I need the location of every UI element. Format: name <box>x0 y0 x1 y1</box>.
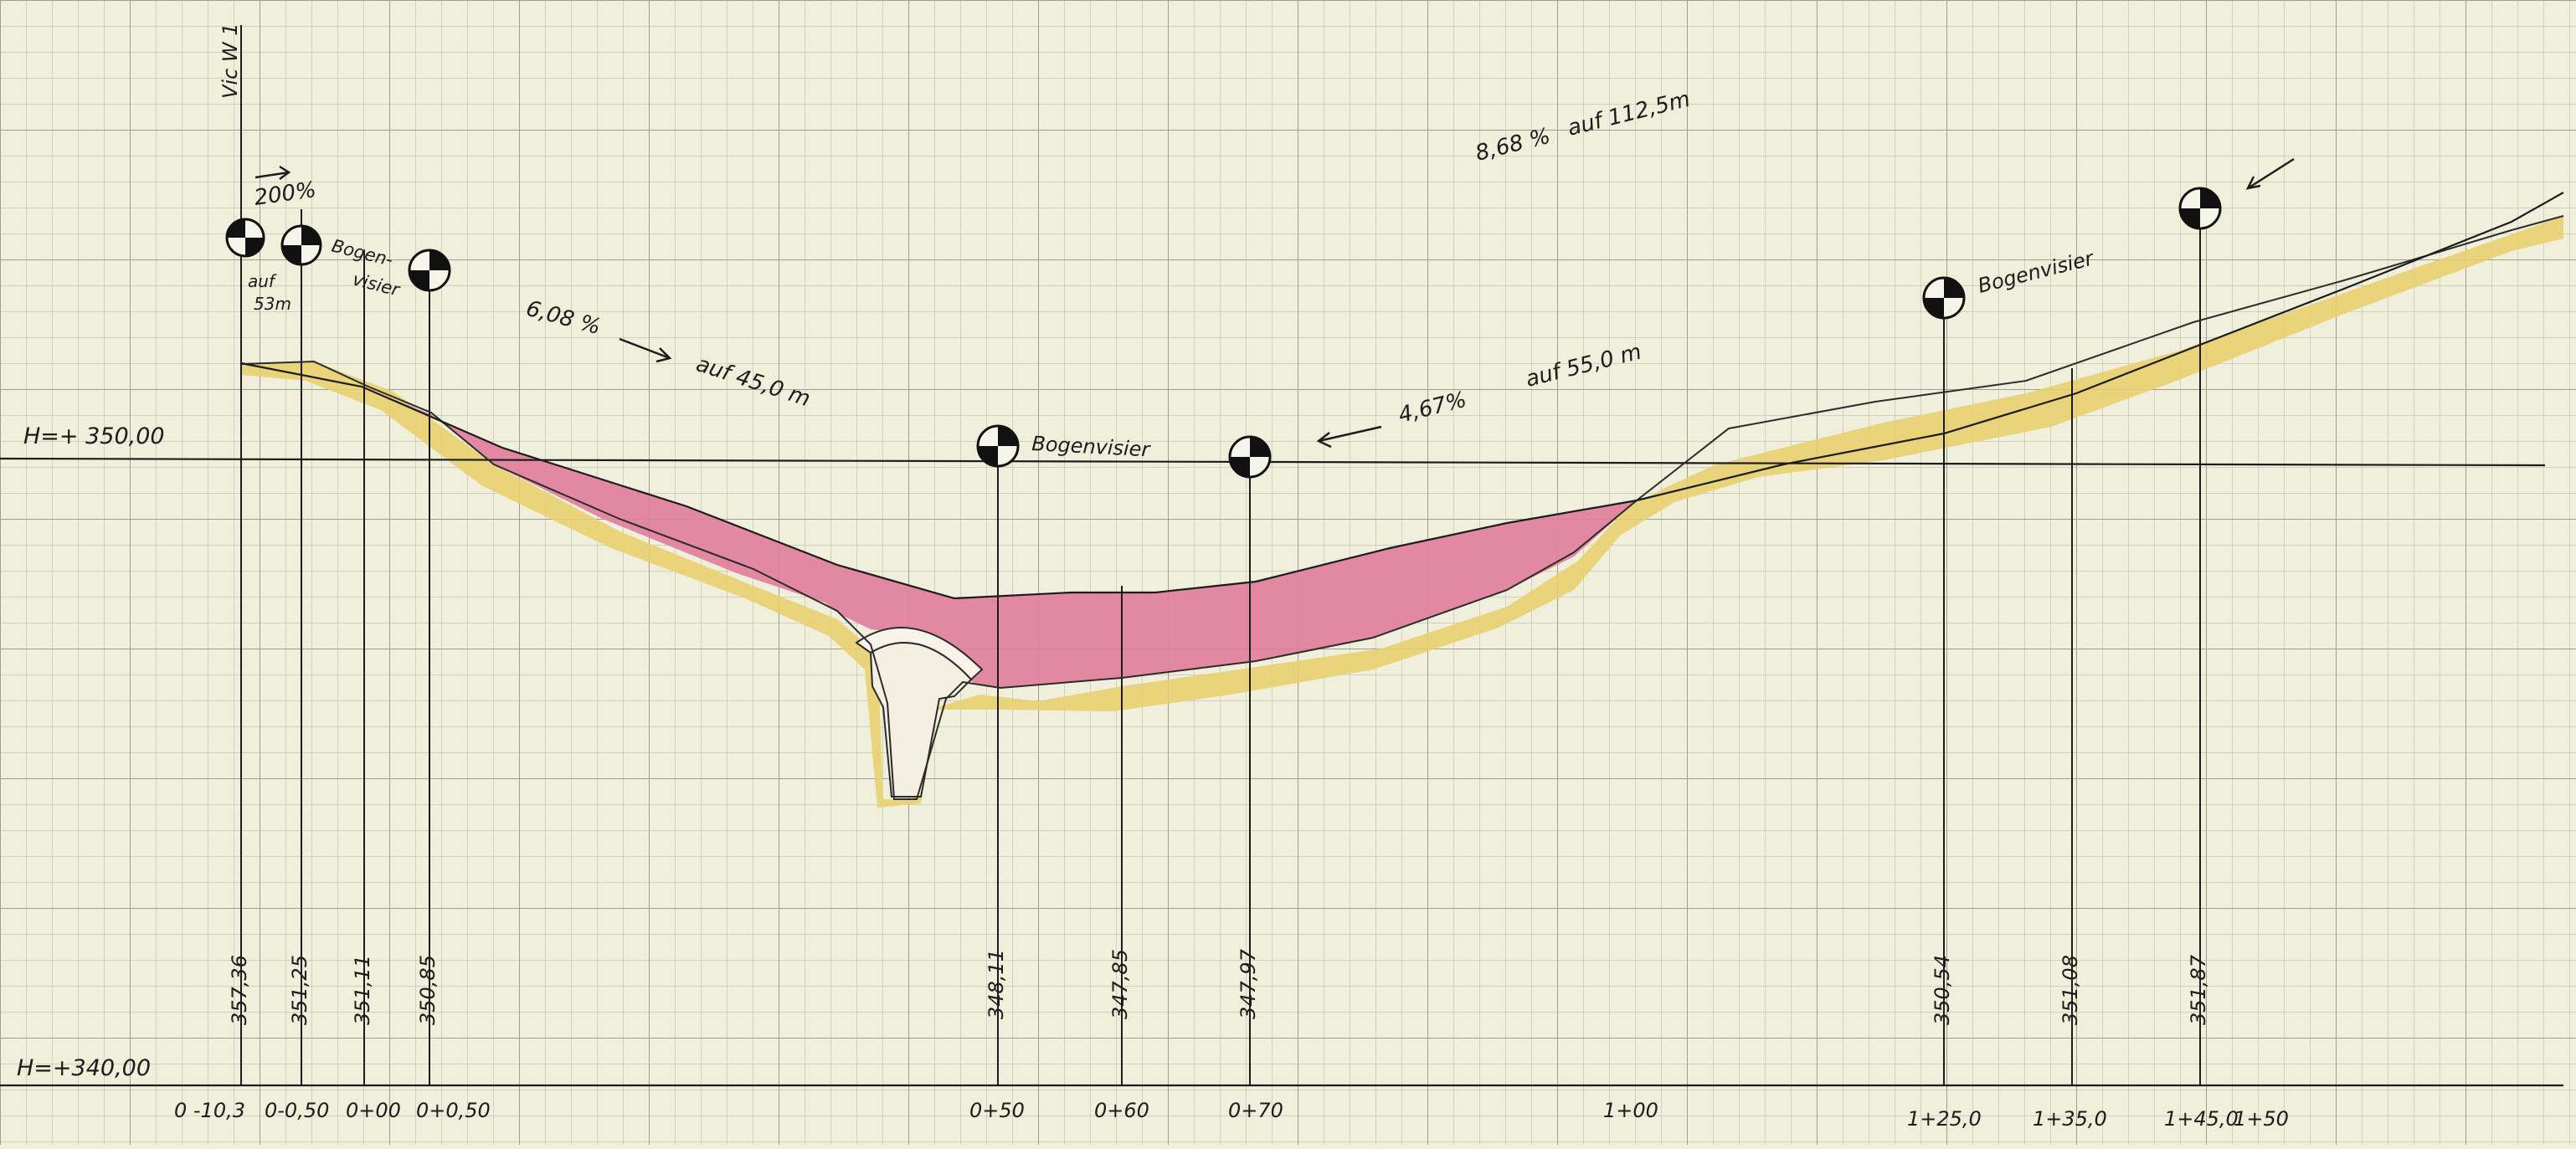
cut-area <box>362 387 1637 688</box>
grade-annotation: 53m <box>254 294 291 314</box>
elevation-label: 348,11 <box>985 949 1008 1019</box>
elevation-label: 347,97 <box>1237 948 1260 1019</box>
station-labels: 0 -10,3 0-0,50 0+00 0+0,50 0+50 0+60 0+7… <box>174 1099 2289 1131</box>
station-label: 1+00 <box>1603 1099 1658 1122</box>
sight-marker <box>1922 276 1966 320</box>
sight-marker <box>1228 435 1272 479</box>
arrow <box>619 337 672 363</box>
station-label: 0-0,50 <box>265 1099 329 1122</box>
reference-label-350: H=+ 350,00 <box>23 423 165 449</box>
station-label: 0 -10,3 <box>174 1099 245 1122</box>
station-label: 1+50 <box>2234 1107 2289 1131</box>
station-label: 0+50 <box>969 1099 1025 1122</box>
top-label: Vic W 1 <box>219 23 242 99</box>
station-label: 0+0,50 <box>416 1099 491 1122</box>
reference-label-340: H=+340,00 <box>17 1055 151 1081</box>
elevation-label: 350,54 <box>1931 955 1954 1025</box>
sight-marker <box>408 249 451 292</box>
arrow <box>1316 425 1382 449</box>
station-label: 1+35,0 <box>2033 1107 2107 1131</box>
station-label: 0+70 <box>1228 1099 1283 1122</box>
culvert-opening <box>869 642 973 798</box>
elevation-label: 347,85 <box>1108 949 1132 1019</box>
elevation-label: 350,85 <box>416 955 440 1025</box>
grade-annotation: auf <box>248 271 277 291</box>
terrain-line <box>240 215 2564 800</box>
elevation-labels: 357,36 351,25 351,11 350,85 348,11 347,8… <box>228 948 2210 1025</box>
grade-line <box>240 192 2564 600</box>
station-label: 0+00 <box>346 1099 401 1122</box>
sight-marker <box>225 218 265 258</box>
elevation-label: 351,25 <box>288 955 311 1025</box>
sight-marker <box>280 224 322 266</box>
elevation-label: 351,87 <box>2187 954 2210 1025</box>
station-label: 1+25,0 <box>1907 1107 1982 1131</box>
sight-marker <box>2178 187 2222 230</box>
reference-line-350 <box>0 457 2546 467</box>
station-label: 1+45,0 <box>2164 1107 2239 1131</box>
station-label: 0+60 <box>1094 1099 1149 1122</box>
elevation-label: 357,36 <box>228 955 251 1025</box>
station-verticals <box>240 25 2201 1085</box>
elevation-label: 351,11 <box>351 955 374 1025</box>
sight-marker <box>976 424 1020 468</box>
elevation-label: 351,08 <box>2059 955 2082 1025</box>
arrow <box>2245 157 2295 190</box>
arrow <box>255 165 291 181</box>
